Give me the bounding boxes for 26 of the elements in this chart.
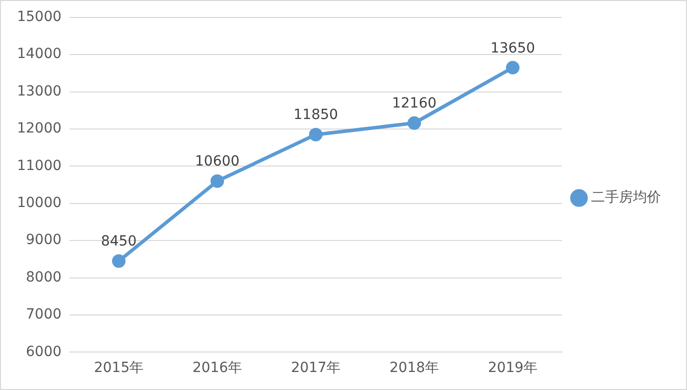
x-tick-label: 2018年 bbox=[389, 360, 440, 376]
y-tick-label: 7000 bbox=[26, 306, 62, 323]
y-tick-label: 12000 bbox=[16, 120, 62, 137]
y-tick-label: 14000 bbox=[16, 46, 62, 62]
x-tick-label: 2015年 bbox=[94, 360, 144, 376]
x-tick-label: 2017年 bbox=[290, 360, 341, 376]
y-tick-label: 11000 bbox=[16, 158, 62, 174]
x-tick-label: 2019年 bbox=[488, 360, 538, 376]
legend-label: 二手房均价 bbox=[591, 190, 661, 206]
y-tick-label: 15000 bbox=[16, 9, 62, 26]
y-tick-label: 10000 bbox=[16, 195, 62, 212]
data-label: 12160 bbox=[392, 96, 437, 112]
point bbox=[210, 174, 224, 188]
data-label: 11850 bbox=[293, 107, 338, 124]
data-label: 8450 bbox=[100, 234, 137, 250]
point bbox=[112, 254, 126, 268]
data-label: 10600 bbox=[195, 154, 240, 170]
y-tick-label: 9000 bbox=[26, 232, 62, 248]
y-tick-label: 6000 bbox=[26, 344, 62, 360]
point bbox=[408, 116, 422, 130]
y-tick-label: 13000 bbox=[16, 83, 62, 100]
point bbox=[309, 128, 323, 142]
x-tick-label: 2016年 bbox=[192, 360, 242, 376]
point bbox=[506, 60, 520, 74]
y-tick-label: 8000 bbox=[26, 269, 62, 286]
data-label: 13650 bbox=[490, 40, 536, 56]
